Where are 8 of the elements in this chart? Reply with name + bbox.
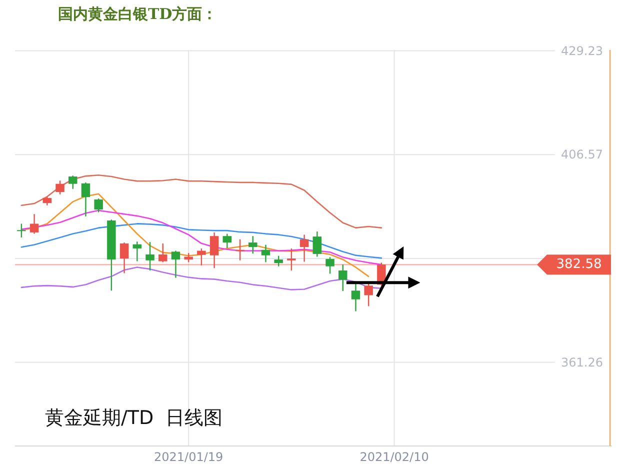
annotation: 黄金延期/TD 日线图 (45, 407, 223, 429)
x-tick-label: 2021/01/19 (154, 450, 224, 464)
y-tick-label: 429.23 (561, 44, 603, 58)
title: 国内黄金白银TD方面： (58, 5, 218, 23)
y-tick-label: 361.26 (561, 355, 603, 370)
x-tick-label: 2021/02/10 (360, 450, 429, 464)
y-tick-label: 406.57 (561, 148, 603, 162)
ref-label: 382.58 (556, 257, 602, 272)
